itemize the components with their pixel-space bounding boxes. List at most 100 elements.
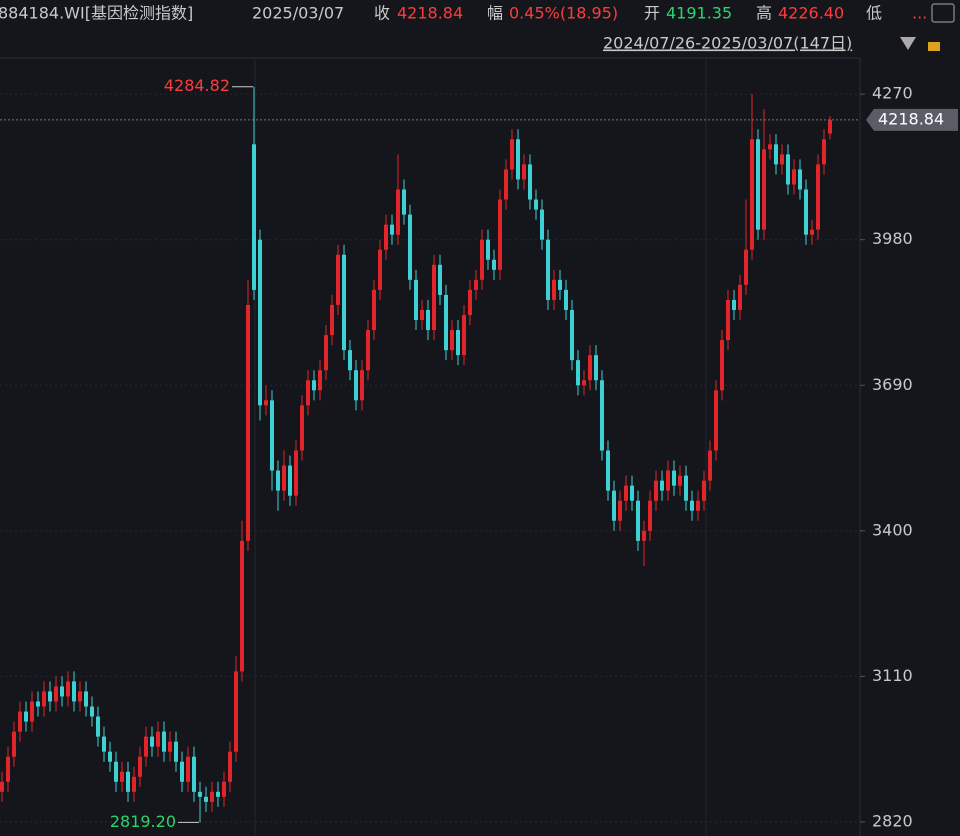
candle-body — [378, 249, 382, 290]
y-tick-label: 3110 — [872, 666, 913, 685]
change-value: 0.45%(18.95) — [509, 4, 618, 23]
candle-body — [162, 731, 166, 752]
candle-body — [246, 304, 250, 541]
candle-body — [402, 189, 406, 215]
y-tick-label: 3400 — [872, 520, 913, 539]
candle-body — [642, 530, 646, 541]
date-range[interactable]: 2024/07/26-2025/03/07(147日) — [603, 34, 852, 53]
candle-body — [336, 254, 340, 305]
candle-body — [570, 309, 574, 361]
candle-body — [678, 475, 682, 486]
label: 高 — [756, 4, 772, 23]
candle-body — [528, 164, 532, 200]
candle-body — [60, 686, 64, 697]
candle-body — [792, 169, 796, 185]
more[interactable]: ... — [912, 4, 927, 23]
candle-body — [276, 470, 280, 491]
candle-body — [258, 239, 262, 406]
candle-body — [420, 309, 424, 321]
candle-body — [540, 209, 544, 240]
candle-body — [222, 781, 226, 797]
candle-body — [594, 355, 598, 381]
label: 开 — [644, 4, 660, 23]
candle-body — [228, 751, 232, 782]
candle-body — [72, 681, 76, 702]
candle-body — [360, 370, 364, 401]
code: 884184.WI[基因检测指数] — [0, 4, 193, 23]
candle-body — [618, 500, 622, 521]
open-value: 4191.35 — [666, 4, 732, 23]
candle-body — [462, 314, 466, 356]
candle-body — [702, 480, 706, 501]
wp-icon[interactable] — [931, 3, 955, 23]
candle-body — [582, 380, 586, 386]
candle-body — [90, 706, 94, 717]
candle-body — [774, 144, 778, 165]
candle-body — [762, 149, 766, 230]
candle-body — [108, 751, 112, 762]
candle-body — [684, 475, 688, 501]
candle-body — [144, 736, 148, 757]
label: 收 — [374, 4, 390, 23]
candle-body — [414, 279, 418, 321]
candle-body — [690, 500, 694, 511]
candle-body — [750, 139, 754, 250]
candle-body — [408, 214, 412, 280]
candle-body — [756, 139, 760, 230]
candle-body — [498, 199, 502, 270]
candle-body — [768, 144, 772, 150]
candle-body — [696, 500, 700, 511]
candle-body — [342, 254, 346, 351]
candle-body — [780, 154, 784, 165]
candle-body — [468, 289, 472, 315]
y-tick-label: 3980 — [872, 229, 913, 248]
candle-body — [444, 294, 448, 351]
label: 低 — [866, 4, 882, 23]
date: 2025/03/07 — [252, 4, 344, 23]
candle-body — [312, 380, 316, 391]
candle-body — [300, 405, 304, 451]
candle-body — [234, 671, 238, 752]
candle-body — [318, 370, 322, 391]
candle-body — [786, 154, 790, 185]
close-value: 4218.84 — [397, 4, 463, 23]
candle-body — [324, 335, 328, 371]
candle-body — [708, 450, 712, 481]
candle-body — [564, 289, 568, 310]
candle-body — [720, 340, 724, 391]
candle-body — [384, 224, 388, 250]
candle-body — [150, 736, 154, 747]
candle-body — [180, 761, 184, 782]
candle-body — [666, 470, 670, 491]
high-value: 4226.40 — [778, 4, 844, 23]
candle-body — [552, 279, 556, 300]
candle-body — [474, 279, 478, 290]
dropdown-arrow[interactable] — [900, 37, 916, 50]
candle-body — [36, 701, 40, 707]
candle-body — [282, 465, 286, 491]
candle-body — [510, 139, 514, 170]
candle-body — [102, 736, 106, 752]
candle-body — [264, 400, 268, 406]
candle-body — [726, 299, 730, 341]
candle-body — [306, 380, 310, 406]
candle-body — [588, 355, 592, 381]
last-price-label: 4218.84 — [878, 109, 944, 128]
y-tick-label: 4270 — [872, 84, 913, 103]
y-tick-label: 3690 — [872, 375, 913, 394]
lock-icon[interactable] — [928, 42, 940, 51]
candle-body — [516, 139, 520, 180]
candle-body — [78, 691, 82, 702]
candle-body — [204, 796, 208, 802]
candle-body — [630, 485, 634, 501]
min-label: 2819.20 — [110, 812, 176, 831]
candle-body — [798, 169, 802, 190]
candle-body — [18, 711, 22, 732]
candle-body — [804, 189, 808, 235]
candle-body — [438, 264, 442, 295]
candle-body — [504, 169, 508, 200]
candle-body — [366, 330, 370, 371]
candle-body — [174, 741, 178, 762]
